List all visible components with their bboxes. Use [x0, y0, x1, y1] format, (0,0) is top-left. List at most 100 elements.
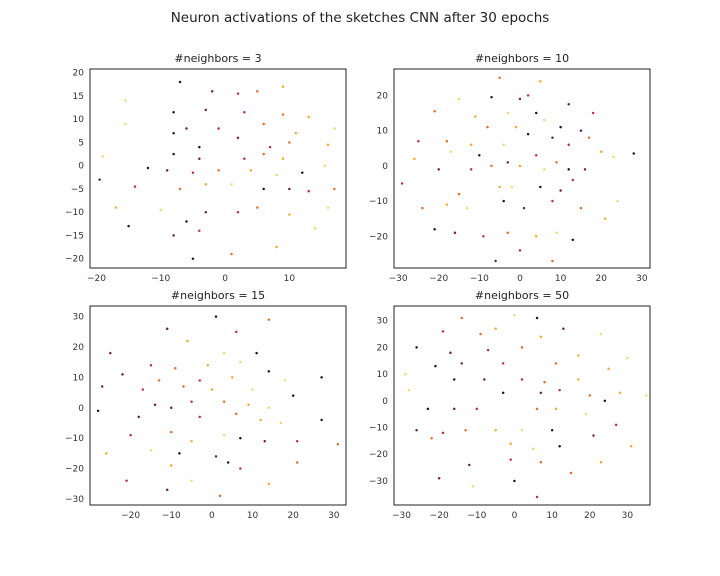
- scatter-point: [288, 141, 291, 144]
- x-tick-label: 0: [517, 274, 523, 284]
- scatter-point: [599, 150, 603, 154]
- scatter-point: [267, 482, 271, 485]
- y-tick-label: −10: [369, 197, 388, 207]
- scatter-point: [426, 407, 430, 411]
- scatter-point: [204, 210, 208, 214]
- scatter-point: [591, 111, 595, 115]
- scatter-point: [555, 161, 558, 164]
- scatter-point: [526, 132, 530, 136]
- scatter-point: [413, 157, 416, 161]
- y-tick-label: −20: [65, 255, 84, 265]
- scatter-point: [124, 122, 127, 126]
- scatter-point: [239, 436, 242, 440]
- scatter-point: [453, 231, 457, 235]
- scatter-point: [490, 95, 493, 99]
- scatter-point: [494, 327, 497, 330]
- scatter-point: [437, 477, 441, 480]
- x-tick-label: 0: [222, 274, 228, 284]
- x-tick-label: 30: [636, 274, 648, 284]
- scatter-point: [494, 259, 497, 263]
- subplot-2: #neighbors = 10 −30 −20 −10 0 10 20 30 20 10 0 −10 −…: [369, 52, 651, 284]
- scatter-point: [449, 150, 453, 154]
- scatter-point: [629, 444, 633, 448]
- scatter-point: [218, 494, 222, 498]
- scatter-point: [165, 488, 169, 492]
- scatter-point: [236, 136, 240, 140]
- scatter-point: [295, 439, 299, 443]
- scatter-point: [251, 388, 254, 391]
- scatter-point: [170, 430, 173, 434]
- scatter-point: [263, 439, 266, 443]
- scatter-point: [535, 407, 539, 411]
- scatter-point: [445, 203, 449, 206]
- x-tick-label: 10: [546, 511, 558, 521]
- scatter-point: [125, 479, 128, 482]
- scatter-point: [133, 185, 137, 188]
- scatter-point: [513, 479, 516, 483]
- scatter-point: [434, 364, 437, 368]
- x-tick-label: 10: [284, 274, 296, 284]
- scatter-point: [190, 400, 193, 403]
- scatter-point: [577, 378, 580, 381]
- scatter-point: [281, 157, 285, 160]
- scatter-point: [96, 409, 100, 413]
- scatter-point: [483, 378, 486, 381]
- scatter-point: [267, 370, 271, 373]
- scatter-point: [230, 252, 233, 256]
- axes-frame: [89, 305, 347, 506]
- y-tick-label: −20: [369, 450, 388, 460]
- scatter-point: [430, 436, 433, 440]
- scatter-point: [307, 115, 310, 119]
- scatter-point: [534, 154, 538, 157]
- subplot-3: #neighbors = 15 −20 −10 0 10 20 30 30 20 10 0 −10 −2…: [65, 289, 347, 521]
- scatter-point: [465, 206, 469, 210]
- scatter-point: [214, 455, 218, 458]
- x-tick-label: −30: [389, 274, 408, 284]
- scatter-point: [267, 406, 271, 410]
- scatter-point: [235, 412, 238, 416]
- scatter-point: [626, 356, 629, 360]
- scatter-point: [226, 461, 230, 464]
- scatter-point: [534, 235, 538, 238]
- scatter-point: [190, 479, 193, 482]
- scatter-point: [539, 80, 542, 83]
- scatter-point: [498, 185, 501, 189]
- scatter-point: [571, 178, 575, 182]
- scatter-point: [165, 169, 169, 172]
- y-tick-label: 20: [377, 343, 389, 353]
- scatter-point: [558, 444, 561, 448]
- scatter-point: [129, 433, 132, 437]
- subplot-title: #neighbors = 50: [475, 289, 569, 302]
- scatter-point: [543, 168, 546, 171]
- scatter-point: [243, 110, 246, 114]
- x-tick-label: 20: [596, 274, 608, 284]
- x-tick-label: −30: [392, 511, 411, 521]
- scatter-point: [534, 111, 538, 115]
- scatter-point: [437, 168, 440, 171]
- scatter-point: [588, 394, 592, 397]
- scatter-point: [559, 189, 562, 192]
- scatter-point: [400, 182, 404, 185]
- x-tick-label: 0: [209, 511, 215, 521]
- y-tick-label: −30: [65, 495, 84, 505]
- scatter-point: [490, 164, 493, 168]
- scatter-point: [555, 231, 558, 235]
- scatter-point: [170, 406, 173, 410]
- scatter-point: [281, 85, 285, 88]
- scatter-point: [614, 423, 618, 427]
- x-tick-label: −20: [87, 274, 106, 284]
- scatter-point: [326, 206, 330, 209]
- scatter-point: [551, 259, 554, 263]
- y-tick-label: 20: [73, 343, 85, 353]
- scatter-point: [191, 171, 195, 174]
- scatter-point: [509, 442, 512, 445]
- scatter-point: [275, 173, 278, 177]
- scatter-point: [236, 92, 240, 95]
- scatter-point: [222, 433, 226, 437]
- scatter-point: [583, 168, 587, 171]
- x-tick-label: −10: [162, 511, 181, 521]
- scatter-point: [509, 458, 512, 461]
- scatter-point: [539, 391, 543, 395]
- x-tick-label: −10: [467, 511, 486, 521]
- scatter-point: [323, 164, 327, 167]
